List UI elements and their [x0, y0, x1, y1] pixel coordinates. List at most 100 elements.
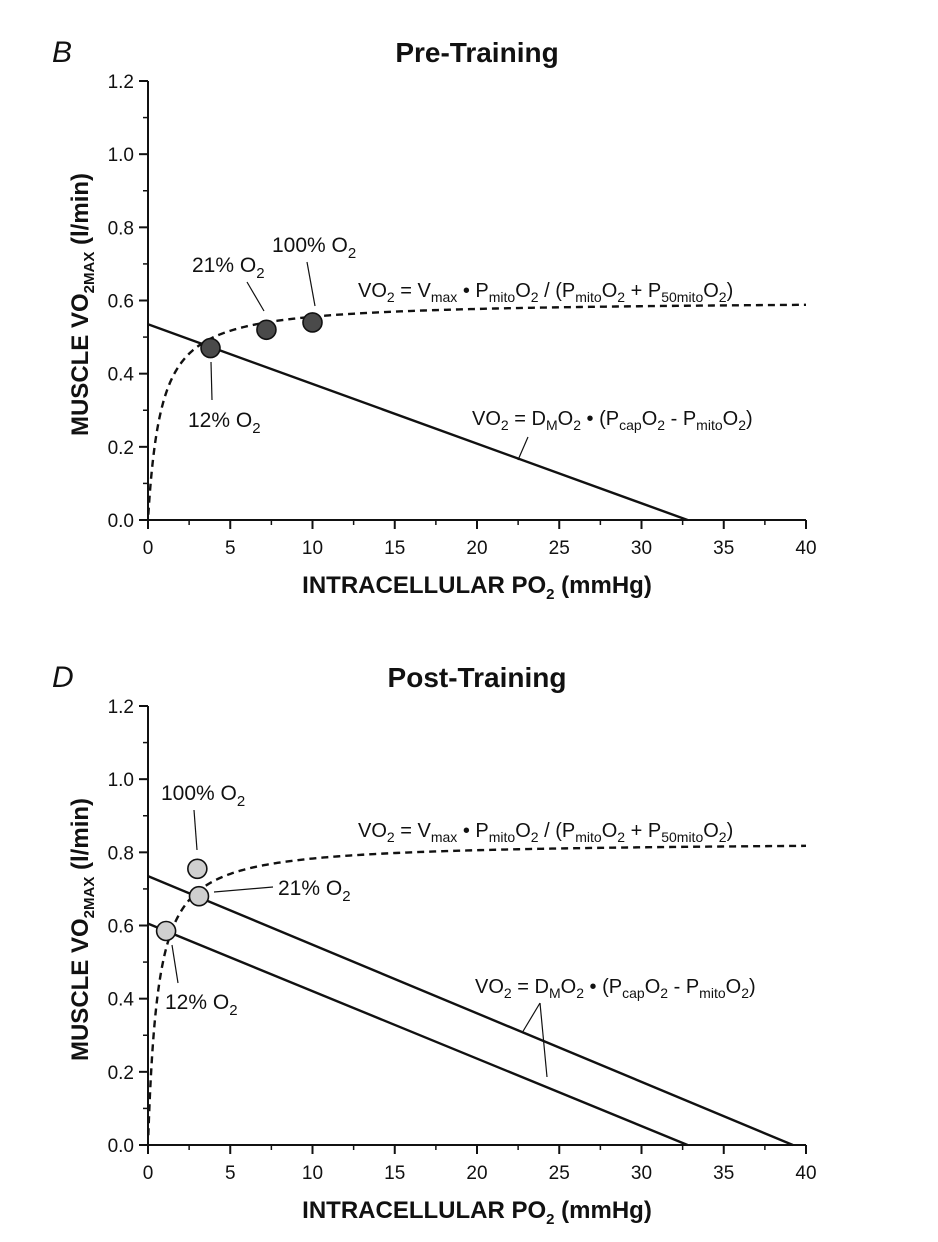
annotation-leader: [171, 944, 179, 984]
subscript: 2: [387, 829, 395, 845]
subscript: 2: [531, 289, 539, 305]
panel-letter: D: [52, 661, 74, 694]
subscript: 2: [342, 888, 350, 905]
subscript: mito: [699, 985, 726, 1001]
point-annotation: 12% O2: [165, 991, 238, 1019]
text-segment: + P: [625, 820, 661, 842]
text-segment: ): [727, 820, 734, 842]
y-tick-label: 0.4: [108, 990, 135, 1011]
subscript: mito: [489, 829, 516, 845]
subscript: 2: [546, 1211, 554, 1228]
y-axis-label: MUSCLE VO2MAX (l/min): [67, 798, 98, 1061]
text-segment: O: [515, 280, 531, 302]
text-segment: / (P: [539, 820, 576, 842]
x-tick-label: 15: [384, 1163, 405, 1184]
x-tick-label: 20: [466, 538, 487, 559]
y-tick-label: 0.8: [108, 843, 134, 864]
point-annotation: 21% O2: [278, 877, 351, 905]
subscript: cap: [622, 985, 645, 1001]
text-segment: - P: [665, 408, 696, 430]
subscript: 2MAX: [81, 252, 98, 294]
text-segment: ): [727, 280, 734, 302]
y-tick-label: 1.0: [108, 145, 134, 166]
x-tick-label: 35: [713, 1163, 734, 1184]
equation-mito: VO2 = Vmax • PmitoO2 / (PmitoO2 + P50mit…: [358, 280, 733, 305]
text-segment: = D: [512, 976, 549, 998]
y-tick-label: 0.0: [108, 511, 134, 532]
data-point: [188, 885, 210, 907]
subscript: 2: [660, 985, 668, 1001]
text-segment: = V: [395, 280, 432, 302]
text-segment: VO: [358, 280, 387, 302]
text-segment: O: [645, 976, 661, 998]
annotation-leader: [306, 261, 316, 307]
subscript: 2: [229, 1002, 237, 1019]
subscript: 2: [576, 985, 584, 1001]
data-point: [200, 337, 221, 359]
x-tick-label: 0: [143, 538, 154, 559]
text-segment: VO: [472, 408, 501, 430]
text-segment: 21% O: [192, 254, 256, 277]
subscript: 50mito: [661, 829, 703, 845]
equation-diffusion: VO2 = DMO2 • (PcapO2 - PmitoO2): [475, 976, 756, 1001]
x-axis-label: INTRACELLULAR PO2 (mmHg): [302, 1197, 652, 1228]
y-tick-label: 0.4: [108, 365, 135, 386]
x-tick-label: 10: [302, 1163, 323, 1184]
subscript: mito: [575, 289, 602, 305]
text-segment: O: [703, 280, 719, 302]
point-annotation: 100% O2: [272, 234, 356, 262]
text-segment: (mmHg): [555, 572, 652, 599]
x-tick-label: 30: [631, 1163, 652, 1184]
diffusion-line: [147, 875, 794, 1147]
text-segment: 12% O: [165, 991, 229, 1014]
subscript: 2: [504, 985, 512, 1001]
text-segment: INTRACELLULAR PO: [302, 1197, 546, 1224]
subscript: 2: [573, 417, 581, 433]
subscript: 2: [719, 829, 727, 845]
subscript: 2: [657, 417, 665, 433]
text-segment: = D: [509, 408, 546, 430]
annotation-leader: [246, 281, 265, 312]
text-segment: O: [561, 976, 577, 998]
annotation-leader: [193, 809, 198, 851]
text-segment: 100% O: [272, 234, 348, 257]
text-segment: VO: [475, 976, 504, 998]
x-tick-label: 40: [795, 538, 816, 559]
text-segment: MUSCLE VO: [67, 293, 94, 436]
x-tick-label: 20: [466, 1163, 487, 1184]
text-segment: 21% O: [278, 877, 342, 900]
x-tick-label: 5: [225, 538, 236, 559]
subscript: 2: [252, 420, 260, 437]
text-segment: • (P: [581, 408, 619, 430]
subscript: 2: [617, 829, 625, 845]
chart-title: Post-Training: [388, 662, 567, 693]
subscript: 2: [719, 289, 727, 305]
text-segment: (l/min): [67, 798, 94, 877]
data-point: [256, 319, 277, 341]
text-segment: • P: [457, 820, 488, 842]
chart-title: Pre-Training: [395, 37, 558, 68]
equation-leader: [521, 1002, 541, 1034]
point-annotation: 100% O2: [161, 782, 245, 810]
point-annotation: 12% O2: [188, 409, 261, 437]
x-tick-label: 25: [549, 1163, 570, 1184]
equation-leader: [517, 436, 529, 461]
text-segment: O: [515, 820, 531, 842]
text-segment: = V: [395, 820, 432, 842]
subscript: 2: [741, 985, 749, 1001]
subscript: 2: [501, 417, 509, 433]
text-segment: + P: [625, 280, 661, 302]
text-segment: 100% O: [161, 782, 237, 805]
text-segment: O: [703, 820, 719, 842]
text-segment: O: [558, 408, 574, 430]
subscript: max: [431, 289, 457, 305]
x-axis-label: INTRACELLULAR PO2 (mmHg): [302, 572, 652, 603]
subscript: 2: [738, 417, 746, 433]
subscript: max: [431, 829, 457, 845]
annotation-leader: [210, 361, 213, 401]
text-segment: O: [642, 408, 658, 430]
text-segment: (mmHg): [555, 1197, 652, 1224]
y-tick-label: 0.6: [108, 292, 134, 313]
data-point: [302, 312, 323, 333]
